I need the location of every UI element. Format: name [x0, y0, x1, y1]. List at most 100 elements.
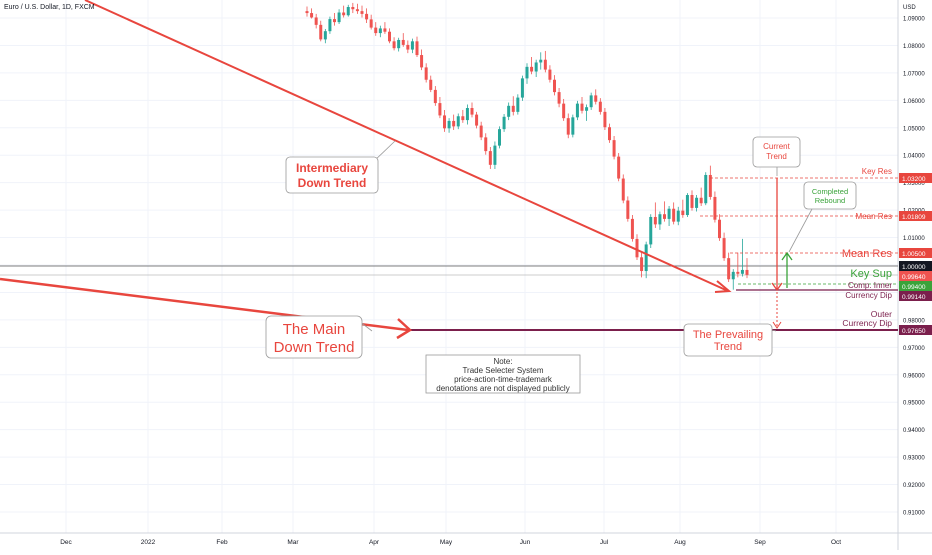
- candle-body: [745, 269, 749, 275]
- candle-body: [323, 31, 327, 40]
- candle-body: [429, 79, 433, 90]
- main-trend-callout[interactable]: The Main Down Trend: [265, 315, 373, 359]
- y-tick-label: 1.08000: [903, 44, 925, 50]
- price-axis[interactable]: 1.09000 1.08000 1.07000 1.06000 1.05000 1.040…: [903, 17, 925, 517]
- intermediary-trend-line[interactable]: [84, 0, 729, 292]
- y-tick-label: 0.98000: [903, 318, 925, 324]
- intermediary-callout-line2: Down Trend: [298, 176, 367, 190]
- y-tick-label: 0.97000: [903, 346, 925, 352]
- candle-body: [548, 69, 552, 80]
- candle-body: [617, 156, 621, 179]
- candle-body: [520, 78, 524, 98]
- candle-body: [635, 238, 639, 258]
- note-callout[interactable]: Note: Trade Selecter System price-action…: [425, 354, 581, 394]
- price-badge-comp-inner: 0.99400: [899, 281, 932, 291]
- candle-body: [360, 11, 364, 14]
- mean-res-upper-label: Mean Res: [856, 212, 892, 221]
- price-badge-key-res: 1.03200: [899, 173, 932, 183]
- candle-body: [575, 103, 579, 118]
- candle-body: [333, 19, 336, 23]
- candle-body: [612, 140, 616, 157]
- completed-rebound-callout[interactable]: Completed Rebound: [788, 181, 857, 253]
- candle-body: [718, 219, 721, 239]
- y-tick-label: 1.09000: [903, 17, 925, 23]
- candle-body: [589, 95, 593, 108]
- candle-body: [374, 27, 378, 34]
- price-badge-comp-inner-text: 0.99400: [902, 284, 926, 291]
- candle-body: [672, 208, 676, 222]
- candle-body: [420, 55, 424, 68]
- candle-body: [456, 116, 460, 127]
- candle-body: [502, 116, 506, 130]
- x-tick-label: Mar: [287, 539, 299, 546]
- candle-body: [727, 258, 731, 280]
- outer-label: Outer: [871, 309, 892, 319]
- candle-body: [447, 120, 451, 129]
- candle-body: [475, 114, 479, 126]
- candle-body: [438, 103, 442, 116]
- intermediary-callout-box: [285, 156, 379, 194]
- candle-body: [443, 115, 446, 129]
- comp-inner-label: Comp. Inner: [848, 281, 892, 290]
- price-badge-outer-dip-text: 0.97650: [902, 328, 926, 335]
- x-tick-label: May: [440, 539, 453, 546]
- candle-body: [699, 197, 703, 204]
- y-tick-label: 1.07000: [903, 71, 925, 77]
- x-tick-label: Apr: [369, 539, 380, 546]
- price-badge-currency-dip-text: 0.99140: [902, 294, 926, 301]
- candle-body: [667, 208, 671, 219]
- x-tick-label: 2022: [141, 539, 156, 546]
- candle-body: [685, 195, 689, 216]
- candle-body: [470, 108, 474, 115]
- prevailing-trend-callout[interactable]: The Prevailing Trend: [683, 323, 777, 357]
- note-line4: denotations are not displayed publicly: [436, 384, 569, 393]
- price-badge-last-text: 1.00000: [902, 264, 926, 271]
- price-badge-mean-res-lower-text: 1.00500: [902, 251, 926, 258]
- candle-body: [539, 59, 543, 63]
- candle-body: [663, 214, 666, 219]
- x-tick-label: Oct: [831, 539, 841, 546]
- candle-body: [452, 120, 456, 127]
- y-tick-label: 1.03000: [903, 181, 925, 187]
- note-line1: Note:: [493, 357, 512, 366]
- currency-label: USD: [903, 5, 916, 11]
- candle-body: [585, 107, 589, 111]
- y-tick-label: 1.01000: [903, 236, 925, 242]
- current-trend-callout[interactable]: Current Trend: [752, 136, 801, 176]
- y-tick-label: 1.06000: [903, 99, 925, 105]
- candle-body: [493, 145, 497, 165]
- candle-body: [722, 238, 726, 259]
- intermediary-callout[interactable]: Intermediary Down Trend: [285, 140, 396, 194]
- candle-body: [704, 174, 708, 204]
- note-line3: price-action-time-trademark: [454, 375, 553, 384]
- candle-body: [516, 97, 520, 112]
- price-badge-key-sup: 0.99640: [899, 271, 932, 281]
- price-badge-last: 1.00000: [899, 261, 932, 271]
- x-tick-label: Feb: [216, 539, 228, 546]
- price-badge-currency-dip: 0.99140: [899, 291, 932, 301]
- completed-rebound-arrowhead: [781, 251, 793, 261]
- candle-body: [346, 7, 350, 16]
- candle-body: [337, 12, 341, 23]
- candle-body: [498, 129, 501, 146]
- candle-body: [543, 59, 547, 70]
- price-badge-mean-res-upper: 1.01809: [899, 211, 932, 221]
- candle-body: [594, 95, 598, 102]
- completed-rebound-box: [803, 181, 857, 210]
- candle-body: [603, 111, 607, 128]
- current-trend-line2: Trend: [766, 152, 787, 161]
- x-tick-label: Jun: [520, 539, 531, 546]
- prevailing-trend-box: [683, 323, 773, 357]
- candle-body: [410, 41, 414, 50]
- outer-currency-dip-label: Currency Dip: [842, 318, 892, 328]
- candle-body: [566, 118, 570, 135]
- candle-body: [534, 62, 538, 72]
- candle-body: [365, 13, 369, 20]
- completed-rebound-line1: Completed: [812, 187, 848, 196]
- time-axis[interactable]: Dec 2022 Feb Mar Apr May Jun Jul Aug Sep Oct: [60, 539, 841, 546]
- candle-body: [571, 117, 575, 135]
- candle-body: [383, 28, 387, 32]
- plot-area[interactable]: [0, 0, 898, 533]
- candle-body: [461, 116, 465, 121]
